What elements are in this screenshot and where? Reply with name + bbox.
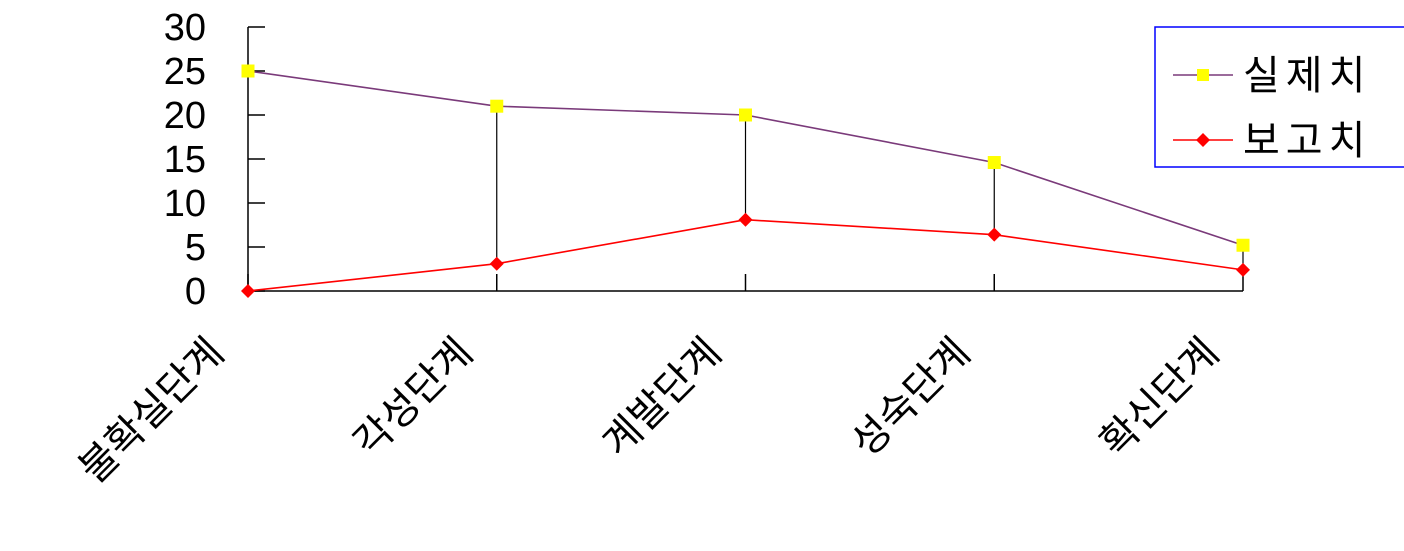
x-category-label: 각성단계: [345, 330, 482, 467]
y-tick-label: 10: [164, 183, 206, 225]
x-category-label: 계발단계: [594, 330, 731, 467]
data-point-diamond: [1236, 262, 1250, 277]
data-point-square: [1236, 238, 1250, 252]
data-point-square: [739, 108, 752, 122]
legend-label-1: 실제치: [1243, 53, 1371, 99]
data-point-diamond: [987, 227, 1002, 242]
data-point-square: [987, 156, 1001, 170]
y-tick-label: 25: [164, 51, 206, 93]
legend-label-2: 보고치: [1243, 118, 1371, 164]
y-tick-label: 20: [164, 95, 206, 137]
data-point-diamond: [489, 256, 504, 271]
x-category-label: 성숙단계: [843, 330, 980, 467]
x-category-label: 불확실단계: [70, 330, 233, 493]
legend-box: [1154, 26, 1404, 168]
y-tick-label: 0: [185, 271, 206, 313]
x-category-label: 확신단계: [1091, 330, 1228, 467]
y-tick-label: 15: [164, 139, 206, 181]
data-point-diamond: [241, 284, 255, 298]
legend-marker-diamond: [1196, 133, 1210, 147]
data-point-square: [490, 99, 504, 113]
data-point-diamond: [738, 212, 753, 227]
data-point-square: [241, 64, 255, 78]
y-tick-label: 30: [164, 7, 206, 49]
legend-marker-square: [1197, 69, 1209, 81]
y-tick-label: 5: [185, 227, 206, 269]
